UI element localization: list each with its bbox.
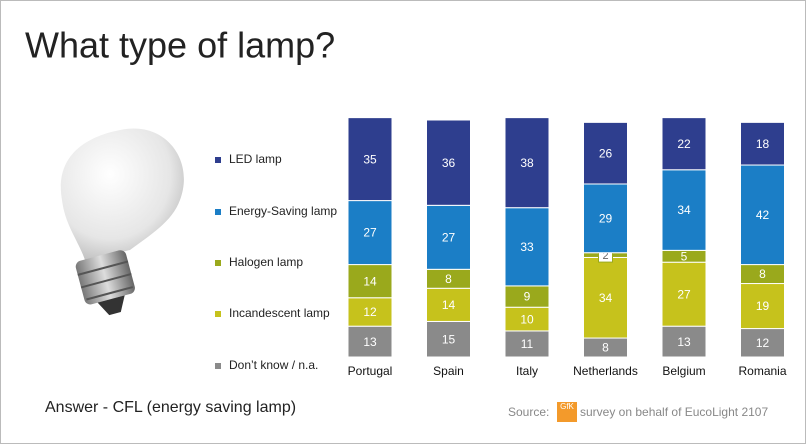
bar-segment — [661, 117, 707, 171]
x-tick-label: Italy — [516, 364, 538, 378]
chart-title: What type of lamp? — [25, 25, 335, 66]
source-logo: GfK — [560, 402, 574, 411]
bar-segment — [583, 183, 628, 254]
value-label: 29 — [599, 212, 613, 226]
value-label: 27 — [677, 287, 691, 301]
value-label: 5 — [681, 249, 688, 263]
x-tick-label: Spain — [433, 364, 464, 378]
value-label: 13 — [363, 335, 377, 349]
bar-segment — [347, 264, 393, 299]
value-label: 22 — [677, 137, 691, 151]
value-label: 14 — [363, 274, 377, 288]
source-logo-box — [557, 402, 577, 422]
bar-segment — [504, 207, 550, 287]
bar-segment — [504, 117, 550, 209]
value-label: 35 — [363, 152, 377, 166]
bar-segment — [661, 261, 707, 327]
value-label: 36 — [442, 156, 456, 170]
bar-segment — [661, 325, 707, 358]
legend-label: Halogen lamp — [229, 255, 303, 269]
value-label: 13 — [677, 335, 691, 349]
value-label: 42 — [756, 208, 770, 222]
bar-segment — [347, 117, 393, 202]
value-label: 27 — [442, 230, 456, 244]
bar-segment — [426, 287, 471, 322]
value-label: 12 — [363, 305, 377, 319]
value-label: 10 — [520, 312, 534, 326]
value-label: 2 — [602, 250, 608, 262]
value-label: 14 — [442, 298, 456, 312]
bar-segment — [504, 330, 550, 358]
bar-segment — [740, 121, 785, 166]
value-label: 38 — [520, 156, 534, 170]
answer: Answer - CFL (energy saving lamp) — [45, 399, 296, 416]
bar-segment — [740, 328, 785, 358]
x-tick-label: Belgium — [662, 364, 705, 378]
value-label: 34 — [677, 203, 691, 217]
x-tick-label: Portugal — [348, 364, 393, 378]
legend-label: Don’t know / n.a. — [229, 358, 318, 372]
legend-swatch — [215, 363, 221, 369]
bar-segment — [583, 121, 628, 185]
value-label: 26 — [599, 146, 613, 160]
value-label: 9 — [524, 290, 531, 304]
legend-swatch — [215, 157, 221, 163]
value-label: 34 — [599, 291, 613, 305]
value-label: 8 — [759, 267, 766, 281]
value-label: 19 — [756, 299, 770, 313]
value-label: 18 — [756, 137, 770, 151]
legend-label: Energy-Saving lamp — [229, 204, 337, 218]
bar-segment — [426, 119, 471, 206]
value-label: 8 — [602, 341, 609, 355]
bulb-illustration — [60, 128, 184, 316]
value-label: 8 — [445, 272, 452, 286]
x-tick-label: Romania — [738, 364, 786, 378]
legend-swatch — [215, 260, 221, 266]
value-label: 27 — [363, 226, 377, 240]
source-label: Source: — [508, 405, 549, 419]
bar-segment — [740, 164, 785, 266]
legend-swatch — [215, 311, 221, 317]
value-label: 11 — [521, 337, 534, 351]
legend-swatch — [215, 209, 221, 215]
value-label: 15 — [442, 332, 456, 346]
legend-label: Incandescent lamp — [229, 306, 330, 320]
source-text: survey on behalf of EucoLight 2107 — [580, 405, 768, 419]
x-tick-label: Netherlands — [573, 364, 638, 378]
legend-label: LED lamp — [229, 152, 282, 166]
bar-segment — [583, 256, 628, 339]
value-label: 12 — [756, 336, 770, 350]
value-label: 33 — [520, 240, 534, 254]
bar-segment — [347, 325, 393, 358]
